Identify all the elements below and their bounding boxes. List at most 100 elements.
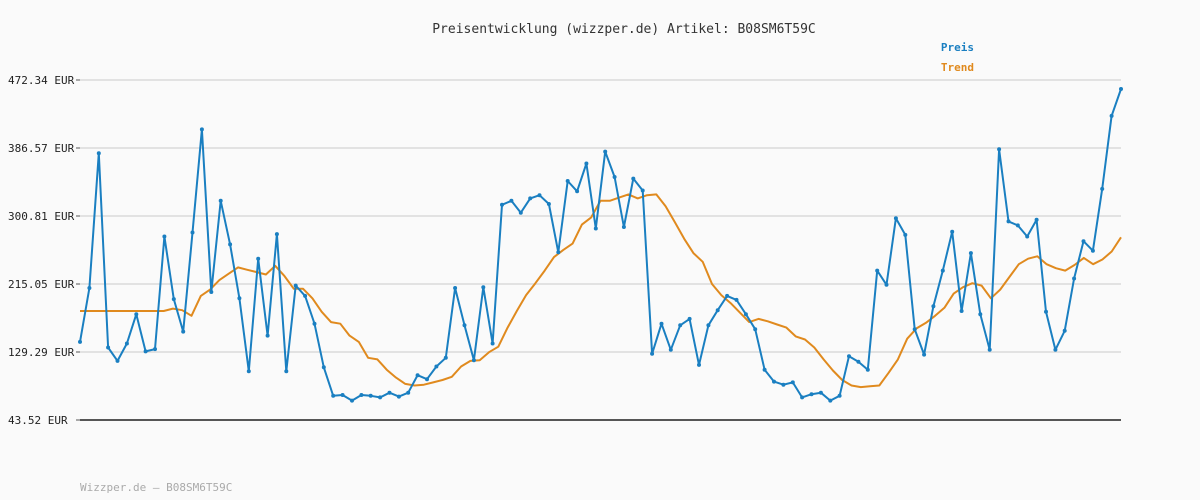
preis-point [650,351,655,356]
preis-point [312,321,317,326]
y-tick-label: 129.29 EUR [8,346,75,359]
preis-point [1119,87,1123,91]
preis-point [509,198,514,203]
preis-point [434,364,439,369]
preis-point [190,230,195,235]
preis-line [79,88,1122,402]
preis-point [631,176,636,181]
preis-point [903,232,908,237]
preis-point [124,341,129,346]
preis-point [321,365,326,370]
preis-point [1015,223,1020,228]
y-axis-ticks: 472.34 EUR 386.57 EUR 300.81 EUR 215.05 EUR… [8,74,80,427]
preis-point [875,268,880,273]
preis-point [781,382,786,387]
preis-point [378,395,383,400]
chart-footer: Wizzper.de – B08SM6T59C [80,481,232,494]
preis-point [443,355,448,360]
legend-preis: Preis [941,41,974,54]
preis-point [490,341,495,346]
preis-point [237,296,242,301]
preis-point [246,369,251,374]
grid-lines [80,79,1121,353]
preis-point [922,352,927,357]
preis-point [462,323,467,328]
preis-point [209,290,214,294]
preis-point [87,286,92,290]
preis-point [575,189,580,194]
preis-point [847,354,851,359]
preis-point [162,234,167,239]
preis-point [818,390,823,395]
preis-point [518,210,523,215]
preis-point [950,229,955,234]
preis-point [350,398,354,403]
preis-point [359,393,364,397]
preis-point [612,175,617,179]
preis-point [603,149,608,154]
preis-point [706,323,711,328]
chart-title: Preisentwicklung (wizzper.de) Artikel: B… [432,22,816,37]
preis-point [593,226,598,231]
preis-point [856,359,861,364]
preis-point [96,151,101,156]
preis-point [1034,217,1039,222]
preis-point [546,202,551,206]
preis-point [978,312,983,317]
preis-point [143,349,148,354]
preis-point [331,393,336,398]
preis-point [931,304,936,309]
preis-point [1025,234,1030,239]
preis-point [584,161,589,166]
preis-point [171,297,176,302]
preis-point [678,323,683,328]
trend-line [80,193,1122,389]
preis-point [106,345,111,350]
preis-point [481,285,486,290]
preis-point [265,333,270,338]
preis-point [181,329,186,334]
preis-point [753,327,758,332]
preis-point [837,393,842,398]
preis-point [997,147,1002,152]
preis-point [725,293,730,298]
preis-point [940,268,945,273]
y-tick-label: 300.81 EUR [8,210,75,223]
preis-point [453,286,458,290]
preis-point [199,127,204,132]
legend-trend: Trend [941,61,974,74]
preis-point [284,369,289,374]
preis-point [697,362,701,367]
preis-point [1062,328,1067,333]
preis-point [987,347,992,352]
preis-point [556,250,561,255]
preis-point [968,251,973,256]
preis-point [218,198,223,203]
preis-point [959,309,964,313]
preis-point [800,395,805,400]
preis-point [78,339,82,344]
y-tick-label: 43.52 EUR [8,414,68,427]
preis-point [715,308,720,313]
preis-point [884,282,889,287]
preis-point [1072,276,1077,281]
preis-point [1109,113,1114,118]
preis-point [425,377,429,382]
preis-point [772,379,776,384]
preis-point [256,256,261,261]
preis-point [274,232,279,237]
preis-point [687,316,692,321]
preis-point [528,196,533,201]
preis-point [153,347,157,352]
preis-point [1053,347,1058,352]
preis-point [406,390,411,395]
preis-point [668,347,673,352]
preis-point [293,283,298,288]
y-tick-label: 472.34 EUR [8,74,75,87]
preis-point [865,367,870,372]
preis-point [762,367,767,372]
y-tick-label: 386.57 EUR [8,142,75,155]
preis-point [1006,219,1011,224]
preis-point [790,380,795,385]
